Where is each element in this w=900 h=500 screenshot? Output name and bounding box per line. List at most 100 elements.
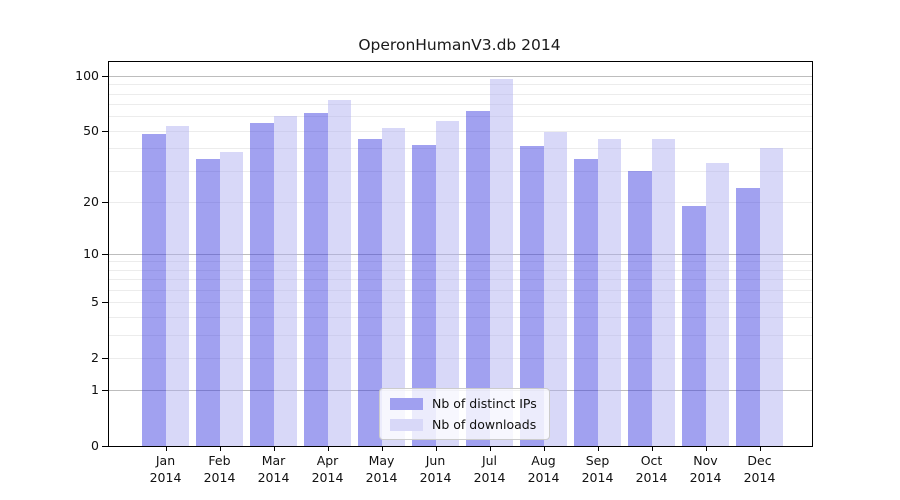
bar-downloads-may [381,127,405,446]
bar-distinct-ips-jun [412,144,436,446]
y-tick-label: 5 [91,294,99,310]
y-tick-mark [102,302,109,304]
legend-item: Nb of downloads [390,417,537,432]
x-tick-mark [165,446,167,451]
y-tick-mark [102,201,109,203]
bar-downloads-nov [705,163,729,446]
x-tick-year: 2014 [257,469,290,485]
bar-downloads-dec [759,148,783,446]
x-tick-month: Aug [531,453,556,468]
x-tick-label: Mar 2014 [245,453,303,486]
x-tick-month: Jun [425,453,446,468]
x-tick-year: 2014 [473,469,506,485]
y-tick-mark [102,446,109,447]
x-tick-mark [651,446,653,451]
bar-distinct-ips-apr [304,112,328,446]
x-tick-label: Apr 2014 [299,453,357,486]
bar-distinct-ips-feb [196,158,220,446]
x-tick-year: 2014 [149,469,182,485]
bar-distinct-ips-oct [628,170,652,446]
y-tick-label: 100 [75,68,99,83]
bar-distinct-ips-jan [142,134,166,446]
y-gridline-minor [109,269,812,271]
y-tick-label: 1 [91,382,99,398]
x-tick-label: Jan 2014 [137,453,195,486]
x-tick-month: Dec [747,453,772,468]
x-tick-mark [705,446,707,451]
x-tick-mark [759,446,761,451]
y-gridline-minor [109,148,812,150]
bar-downloads-jun [435,120,459,446]
y-gridline-minor [109,290,812,291]
x-tick-label: Feb 2014 [191,453,249,486]
x-tick-mark [543,446,545,451]
x-tick-year: 2014 [365,469,398,485]
bar-distinct-ips-aug [520,146,544,446]
y-tick-label: 50 [83,122,99,138]
y-gridline-minor [109,302,812,304]
y-tick-mark [102,76,109,77]
x-tick-month: Feb [208,453,231,468]
bar-downloads-oct [651,139,675,446]
x-tick-year: 2014 [689,469,722,485]
y-gridline-minor [109,261,812,263]
x-tick-mark [273,446,275,451]
legend: Nb of distinct IPs Nb of downloads [379,388,550,440]
y-gridline-major [109,253,812,255]
y-tick-label: 0 [91,438,99,453]
x-tick-year: 2014 [527,469,560,485]
bar-downloads-sep [597,139,621,446]
x-tick-mark [435,446,437,451]
x-tick-label: Aug 2014 [515,453,573,486]
x-tick-label: May 2014 [353,453,411,486]
bar-downloads-apr [327,99,351,446]
y-gridline-minor [109,116,812,118]
x-tick-mark [597,446,599,451]
y-tick-mark [102,253,109,255]
y-tick-mark [102,390,109,392]
y-gridline-minor [109,317,812,318]
x-tick-month: Apr [316,453,339,468]
y-gridline-minor [109,93,812,95]
bar-distinct-ips-may [358,139,382,446]
y-tick-label: 20 [83,193,99,209]
bar-distinct-ips-sep [574,158,598,446]
legend-swatch [390,418,423,431]
y-gridline-major [109,76,812,77]
x-tick-year: 2014 [581,469,614,485]
y-gridline-minor [109,201,812,203]
legend-label: Nb of distinct IPs [432,396,537,411]
bar-distinct-ips-mar [250,123,274,446]
y-gridline-minor [109,104,812,106]
x-tick-year: 2014 [203,469,236,485]
x-tick-mark [219,446,221,451]
y-gridline-minor [109,279,812,281]
x-tick-label: Oct 2014 [623,453,681,486]
y-gridline-minor [109,357,812,359]
x-tick-label: Jul 2014 [461,453,519,486]
y-tick-mark [102,130,109,132]
y-tick-mark [102,357,109,359]
y-tick-label: 2 [91,349,99,365]
x-tick-year: 2014 [743,469,776,485]
x-tick-mark [489,446,491,451]
bar-downloads-feb [219,152,243,446]
bar-distinct-ips-jul [466,111,490,446]
x-tick-month: May [368,453,395,468]
y-gridline-minor [109,334,812,336]
chart-title: OperonHumanV3.db 2014 [358,36,561,54]
bar-downloads-jan [165,126,189,446]
y-gridline-minor [109,170,812,172]
x-tick-label: Sep 2014 [569,453,627,486]
x-tick-month: Sep [585,453,610,468]
bar-distinct-ips-nov [682,205,706,446]
legend-swatch [390,397,423,410]
legend-item: Nb of distinct IPs [390,396,537,411]
bar-downloads-aug [543,132,567,446]
legend-label: Nb of downloads [432,417,537,432]
x-tick-mark [381,446,383,451]
x-tick-label: Dec 2014 [731,453,789,486]
x-tick-month: Nov [693,453,718,468]
y-gridline-minor [109,84,812,86]
